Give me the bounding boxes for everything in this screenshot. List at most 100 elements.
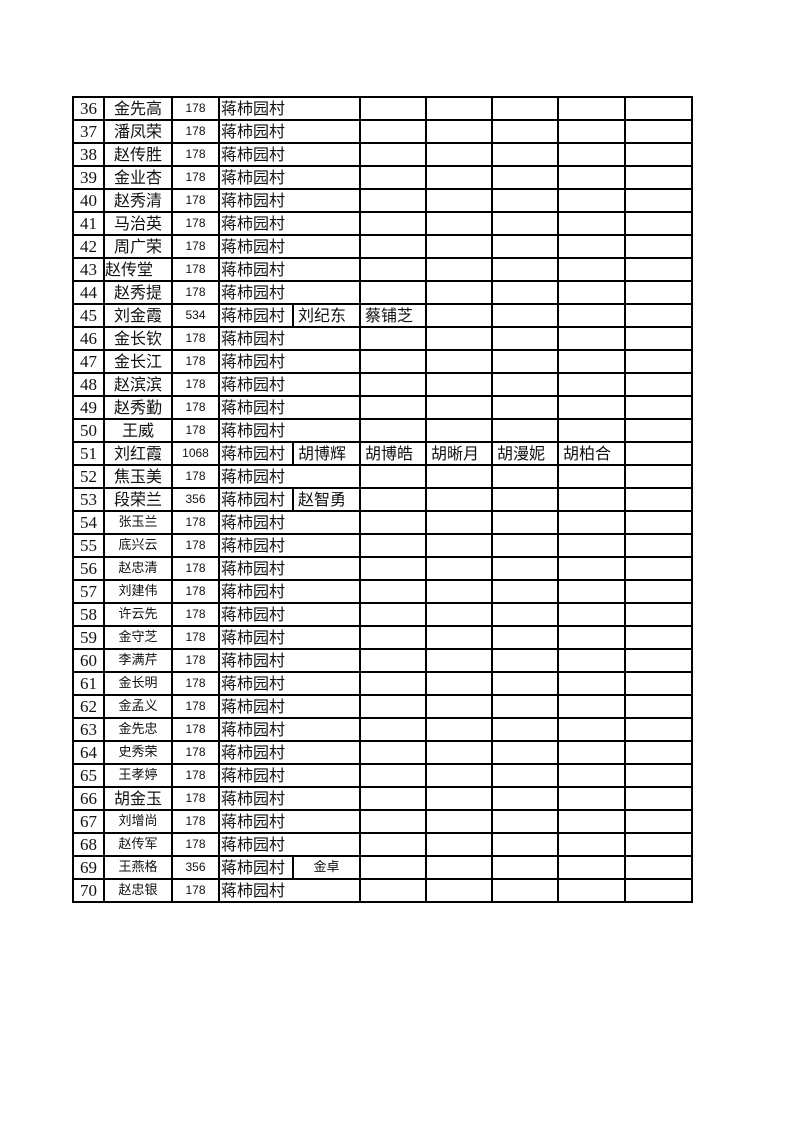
member-cell bbox=[491, 188, 559, 213]
member-cell bbox=[557, 625, 626, 650]
village-cell: 蒋柿园村 bbox=[218, 395, 293, 420]
amount-cell: 178 bbox=[171, 809, 220, 834]
member-cell bbox=[491, 280, 559, 305]
table-row: 65 王孝婷 178 蒋柿园村 bbox=[72, 763, 693, 788]
name-cell: 赵秀勤 bbox=[103, 395, 173, 420]
member-cell bbox=[293, 809, 361, 834]
village-cell: 蒋柿园村 bbox=[218, 234, 293, 259]
village-cell: 蒋柿园村 bbox=[218, 602, 293, 627]
member-cell bbox=[624, 211, 693, 236]
member-cell bbox=[293, 234, 361, 259]
member-cell bbox=[557, 349, 626, 374]
member-cell bbox=[425, 119, 493, 144]
table-row: 68 赵传军 178 蒋柿园村 bbox=[72, 832, 693, 857]
member-cell bbox=[557, 763, 626, 788]
table-row: 53 段荣兰 356 蒋柿园村 赵智勇 bbox=[72, 487, 693, 512]
village-cell: 蒋柿园村 bbox=[218, 211, 293, 236]
table-row: 60 李满芹 178 蒋柿园村 bbox=[72, 648, 693, 673]
member-cell bbox=[359, 326, 427, 351]
name-cell: 赵秀提 bbox=[103, 280, 173, 305]
village-cell: 蒋柿园村 bbox=[218, 510, 293, 535]
member-cell bbox=[624, 96, 693, 121]
member-cell bbox=[293, 464, 361, 489]
table-row: 67 刘增尚 178 蒋柿园村 bbox=[72, 809, 693, 834]
member-cell bbox=[624, 855, 693, 880]
table-row: 63 金先忠 178 蒋柿园村 bbox=[72, 717, 693, 742]
member-cell bbox=[359, 832, 427, 857]
member-cell bbox=[425, 280, 493, 305]
name-cell: 金先忠 bbox=[103, 717, 173, 742]
amount-cell: 178 bbox=[171, 694, 220, 719]
member-cell bbox=[491, 556, 559, 581]
table-row: 54 张玉兰 178 蒋柿园村 bbox=[72, 510, 693, 535]
member-cell bbox=[557, 464, 626, 489]
name-cell: 史秀荣 bbox=[103, 740, 173, 765]
village-cell: 蒋柿园村 bbox=[218, 349, 293, 374]
member-cell bbox=[293, 717, 361, 742]
member-cell bbox=[624, 487, 693, 512]
member-cell bbox=[359, 280, 427, 305]
amount-cell: 178 bbox=[171, 717, 220, 742]
row-number-cell: 68 bbox=[72, 832, 105, 857]
table-row: 55 底兴云 178 蒋柿园村 bbox=[72, 533, 693, 558]
member-cell bbox=[425, 303, 493, 328]
member-cell bbox=[425, 878, 493, 903]
member-cell bbox=[491, 257, 559, 282]
table-row: 64 史秀荣 178 蒋柿园村 bbox=[72, 740, 693, 765]
member-cell bbox=[491, 234, 559, 259]
member-cell: 刘纪东 bbox=[292, 303, 361, 328]
table-row: 56 赵忠清 178 蒋柿园村 bbox=[72, 556, 693, 581]
member-cell bbox=[425, 556, 493, 581]
village-cell: 蒋柿园村 bbox=[218, 855, 294, 880]
row-number-cell: 37 bbox=[72, 119, 105, 144]
row-number-cell: 64 bbox=[72, 740, 105, 765]
amount-cell: 178 bbox=[171, 510, 220, 535]
member-cell bbox=[557, 165, 626, 190]
member-cell bbox=[491, 510, 559, 535]
village-cell: 蒋柿园村 bbox=[218, 878, 293, 903]
member-cell bbox=[624, 671, 693, 696]
member-cell bbox=[359, 556, 427, 581]
member-cell bbox=[293, 165, 361, 190]
member-cell bbox=[557, 602, 626, 627]
member-cell bbox=[624, 119, 693, 144]
member-cell bbox=[557, 188, 626, 213]
member-cell bbox=[359, 142, 427, 167]
name-cell: 张玉兰 bbox=[103, 510, 173, 535]
member-cell bbox=[624, 740, 693, 765]
amount-cell: 178 bbox=[171, 671, 220, 696]
member-cell bbox=[293, 349, 361, 374]
name-cell: 赵秀清 bbox=[103, 188, 173, 213]
member-cell bbox=[359, 165, 427, 190]
member-cell bbox=[293, 648, 361, 673]
member-cell bbox=[359, 96, 427, 121]
row-number-cell: 54 bbox=[72, 510, 105, 535]
amount-cell: 178 bbox=[171, 142, 220, 167]
member-cell bbox=[557, 119, 626, 144]
row-number-cell: 56 bbox=[72, 556, 105, 581]
amount-cell: 356 bbox=[171, 487, 220, 512]
member-cell bbox=[293, 142, 361, 167]
member-cell bbox=[557, 786, 626, 811]
member-cell bbox=[359, 763, 427, 788]
member-cell bbox=[293, 579, 361, 604]
name-cell: 刘建伟 bbox=[103, 579, 173, 604]
member-cell bbox=[425, 510, 493, 535]
row-number-cell: 70 bbox=[72, 878, 105, 903]
row-number-cell: 60 bbox=[72, 648, 105, 673]
member-cell bbox=[425, 234, 493, 259]
amount-cell: 178 bbox=[171, 165, 220, 190]
village-cell: 蒋柿园村 bbox=[218, 165, 293, 190]
member-cell bbox=[491, 464, 559, 489]
member-cell bbox=[293, 786, 361, 811]
member-cell bbox=[491, 211, 559, 236]
amount-cell: 178 bbox=[171, 832, 220, 857]
member-cell bbox=[624, 832, 693, 857]
table-row: 66 胡金玉 178 蒋柿园村 bbox=[72, 786, 693, 811]
amount-cell: 178 bbox=[171, 878, 220, 903]
row-number-cell: 40 bbox=[72, 188, 105, 213]
member-cell bbox=[624, 786, 693, 811]
village-cell: 蒋柿园村 bbox=[218, 809, 293, 834]
row-number-cell: 55 bbox=[72, 533, 105, 558]
row-number-cell: 66 bbox=[72, 786, 105, 811]
